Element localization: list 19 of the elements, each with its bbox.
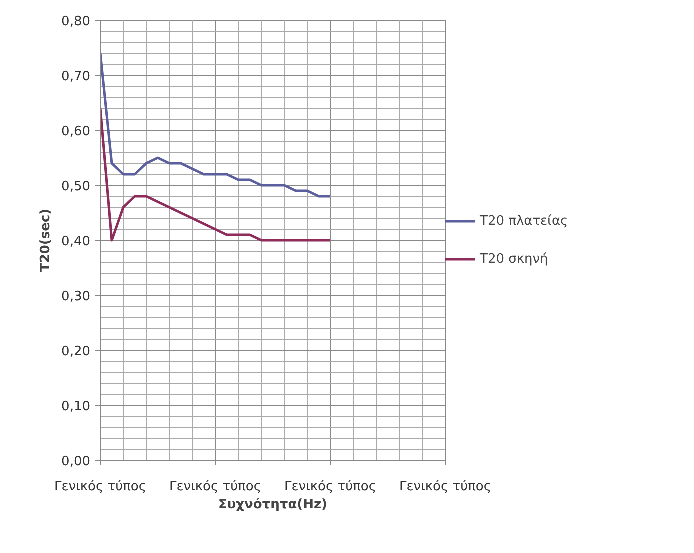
legend-label: T20 πλατείας	[480, 214, 568, 228]
x-tick-label: Γενικός τύπος	[169, 480, 262, 494]
y-tick-label: 0,20	[62, 344, 91, 360]
y-tick-label: 0,00	[62, 454, 91, 470]
line-series	[100, 107, 332, 242]
x-axis-title: Συχνότητα(Hz)	[218, 498, 328, 512]
y-tick-label: 0,50	[62, 180, 91, 194]
legend-label: T20 σκηνή	[480, 252, 548, 266]
y-tick-label: 0,70	[62, 70, 91, 84]
y-axis-title: T20(sec)	[38, 208, 54, 272]
y-tick-label: 0,40	[62, 234, 91, 250]
y-tick-label: 0,10	[62, 400, 91, 414]
x-tick-label: Γενικός τύπος	[284, 480, 377, 494]
y-tick-label: 0,60	[62, 124, 91, 140]
y-tick-label: 0,30	[62, 290, 91, 304]
line-series	[100, 52, 332, 198]
x-tick-label: Γενικός τύπος	[54, 480, 147, 494]
y-tick-label: 0,80	[62, 14, 91, 30]
x-tick-label: Γενικός τύπος	[399, 480, 492, 494]
